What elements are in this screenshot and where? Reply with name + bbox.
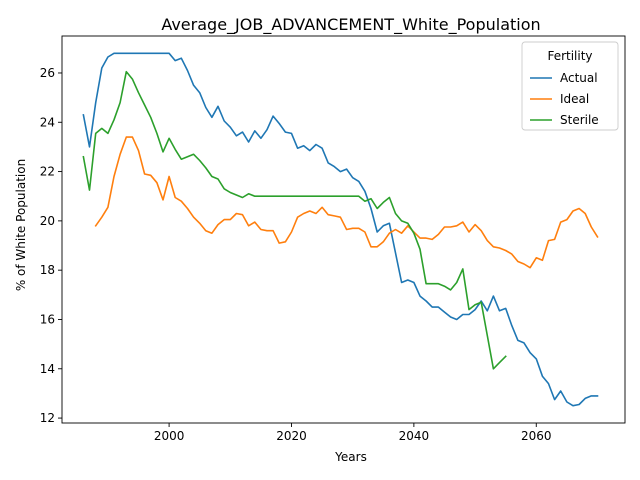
y-tick-label-22: 22 — [40, 165, 55, 179]
chart-title: Average_JOB_ADVANCEMENT_White_Population — [161, 15, 540, 35]
legend: Fertility Actual Ideal Sterile — [521, 41, 619, 131]
y-axis-label: % of White Population — [14, 159, 28, 291]
series-line-ideal — [94, 136, 599, 269]
y-tick-label-24: 24 — [40, 115, 55, 129]
plot-area: 2000 2020 2040 2060 12 14 16 18 20 22 24 26 — [40, 35, 626, 443]
y-tick-label-26: 26 — [40, 66, 55, 80]
x-tick-label-2020: 2020 — [276, 429, 307, 443]
y-tick-label-18: 18 — [40, 263, 55, 277]
x-tick-label-2040: 2040 — [399, 429, 430, 443]
y-tick-label-14: 14 — [40, 362, 55, 376]
x-axis-label: Years — [334, 450, 367, 464]
x-tick-label-2000: 2000 — [154, 429, 185, 443]
y-tick-label-16: 16 — [40, 312, 55, 326]
x-tick-label-2060: 2060 — [521, 429, 552, 443]
legend-entry-ideal: Ideal — [560, 92, 589, 106]
legend-title: Fertility — [547, 49, 592, 63]
y-tick-label-20: 20 — [40, 214, 55, 228]
series-line-sterile — [82, 70, 507, 370]
plot-frame — [61, 35, 626, 424]
y-tick-label-12: 12 — [40, 411, 55, 425]
legend-entry-actual: Actual — [560, 71, 598, 85]
series-line-actual — [82, 52, 599, 407]
legend-entry-sterile: Sterile — [560, 113, 599, 127]
legend-box — [521, 41, 619, 131]
